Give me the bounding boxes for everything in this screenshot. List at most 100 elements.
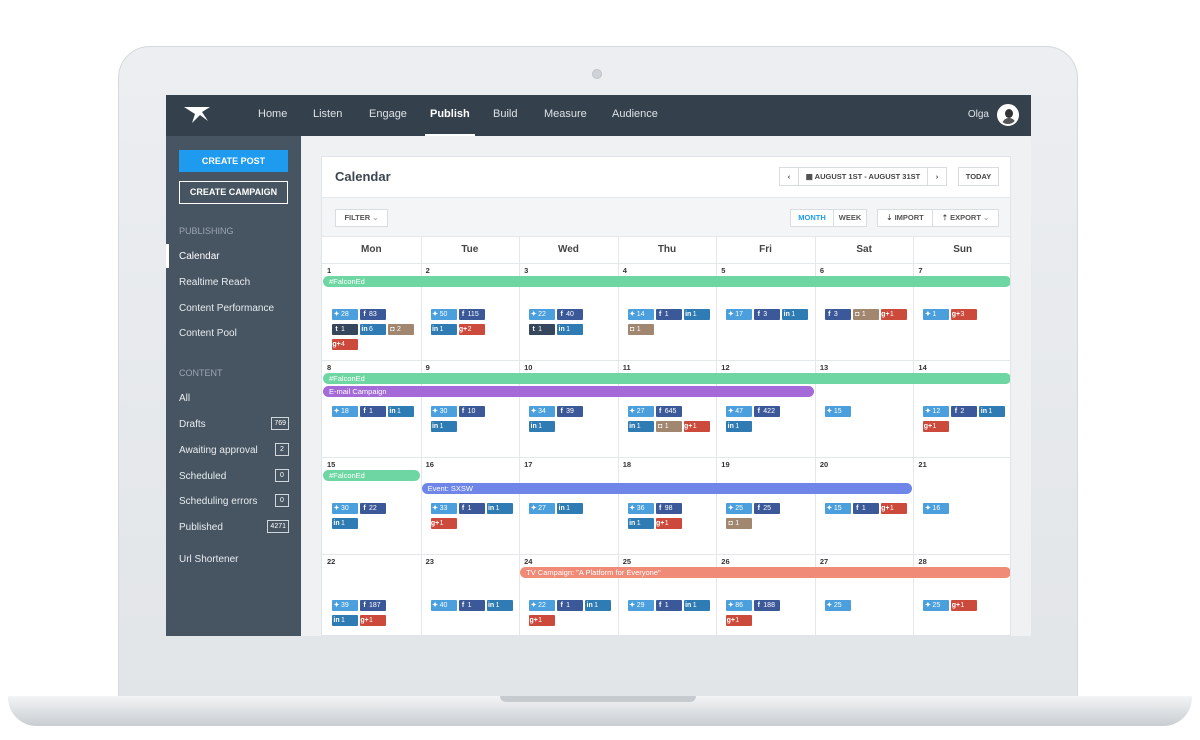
post-count-chip[interactable]: ✦ 25 [923, 600, 950, 611]
post-count-chip[interactable]: g+1 [360, 615, 386, 626]
post-count-chip[interactable]: ✦ 15 [824, 503, 851, 514]
post-count-chip[interactable]: in1 [430, 421, 457, 432]
post-count-chip[interactable]: g+2 [458, 324, 485, 335]
post-count-chip[interactable]: g+4 [332, 339, 358, 350]
sidebar-item-awaiting-approval[interactable]: Awaiting approval 2 [179, 443, 289, 456]
post-count-chip[interactable]: ✦ 15 [824, 406, 851, 417]
post-count-chip[interactable]: g+1 [880, 309, 907, 320]
post-count-chip[interactable]: ✦ 17 [726, 309, 753, 320]
post-count-chip[interactable]: f 25 [754, 503, 781, 514]
sidebar-item-realtime-reach[interactable]: Realtime Reach [179, 277, 251, 288]
post-count-chip[interactable]: ✦ 33 [430, 503, 457, 514]
post-count-chip[interactable]: g+3 [951, 309, 978, 320]
post-count-chip[interactable]: in1 [585, 600, 612, 611]
falcon-logo-icon[interactable] [182, 105, 212, 125]
next-month-button[interactable]: › [927, 167, 947, 186]
campaign-bar[interactable]: #FalconEd [323, 373, 1010, 384]
sidebar-item-url-shortener[interactable]: Url Shortener [179, 554, 239, 565]
post-count-chip[interactable]: f 39 [557, 406, 584, 417]
post-count-chip[interactable]: ✦ 39 [332, 600, 358, 611]
sidebar-item-published[interactable]: Published 4271 [179, 520, 289, 533]
post-count-chip[interactable]: ✦ 28 [332, 309, 358, 320]
nav-home[interactable]: Home [258, 108, 288, 120]
sidebar-item-content-performance[interactable]: Content Performance [179, 303, 275, 314]
post-count-chip[interactable]: ✦ 12 [923, 406, 950, 417]
post-count-chip[interactable]: ✦ 25 [726, 503, 753, 514]
nav-publish[interactable]: Publish [425, 95, 475, 136]
post-count-chip[interactable]: f 115 [458, 309, 485, 320]
post-count-chip[interactable]: ✦ 22 [529, 309, 556, 320]
post-count-chip[interactable]: in1 [332, 615, 358, 626]
post-count-chip[interactable]: in1 [529, 421, 556, 432]
post-count-chip[interactable]: f 10 [458, 406, 485, 417]
post-count-chip[interactable]: ✦ 1 [923, 309, 950, 320]
post-count-chip[interactable]: ✦ 86 [726, 600, 753, 611]
post-count-chip[interactable]: f 645 [655, 406, 682, 417]
post-count-chip[interactable]: g+1 [529, 615, 556, 626]
nav-listen[interactable]: Listen [313, 108, 343, 120]
post-count-chip[interactable]: f 83 [360, 309, 386, 320]
post-count-chip[interactable]: ✦ 27 [627, 406, 654, 417]
post-count-chip[interactable]: ✦ 50 [430, 309, 457, 320]
campaign-bar[interactable]: TV Campaign: "A Platform for Everyone" [520, 567, 1010, 578]
user-name[interactable]: Olga [967, 109, 989, 120]
campaign-bar[interactable]: #FalconEd [323, 276, 1010, 287]
campaign-bar[interactable]: Event: SXSW [421, 483, 913, 494]
post-count-chip[interactable]: g+1 [880, 503, 907, 514]
export-dropdown[interactable]: ⇡ EXPORT ⌄ [932, 209, 999, 227]
post-count-chip[interactable]: in1 [388, 406, 414, 417]
post-count-chip[interactable]: g+1 [683, 421, 710, 432]
post-count-chip[interactable]: ✦ 40 [430, 600, 457, 611]
post-count-chip[interactable]: in1 [683, 309, 710, 320]
filter-dropdown[interactable]: FILTER ⌄ [335, 209, 388, 227]
post-count-chip[interactable]: in1 [979, 406, 1006, 417]
post-count-chip[interactable]: in1 [430, 324, 457, 335]
post-count-chip[interactable]: in1 [557, 503, 584, 514]
campaign-bar[interactable]: #FalconEd [323, 470, 420, 481]
post-count-chip[interactable]: in1 [627, 421, 654, 432]
sidebar-item-drafts[interactable]: Drafts 769 [179, 417, 289, 430]
sidebar-item-calendar[interactable]: Calendar [179, 251, 220, 262]
post-count-chip[interactable]: ✦ 16 [923, 503, 950, 514]
post-count-chip[interactable]: in1 [332, 518, 358, 529]
user-avatar[interactable] [997, 104, 1019, 126]
create-campaign-button[interactable]: CREATE CAMPAIGN [179, 181, 288, 204]
post-count-chip[interactable]: ✦ 30 [332, 503, 358, 514]
sidebar-item-scheduled[interactable]: Scheduled 0 [179, 469, 289, 482]
campaign-bar[interactable]: E-mail Campaign [323, 386, 814, 397]
post-count-chip[interactable]: f 98 [655, 503, 682, 514]
post-count-chip[interactable]: f 187 [360, 600, 386, 611]
post-count-chip[interactable]: in1 [782, 309, 809, 320]
post-count-chip[interactable]: ✦ 47 [726, 406, 753, 417]
post-count-chip[interactable]: ◘ 2 [388, 324, 414, 335]
nav-build[interactable]: Build [493, 108, 518, 120]
month-view-button[interactable]: MONTH [790, 209, 834, 227]
nav-audience[interactable]: Audience [612, 108, 658, 120]
post-count-chip[interactable]: ✦ 30 [430, 406, 457, 417]
post-count-chip[interactable]: in1 [726, 421, 753, 432]
post-count-chip[interactable]: ✦ 14 [627, 309, 654, 320]
import-button[interactable]: ⇣ IMPORT [877, 209, 933, 227]
today-button[interactable]: TODAY [958, 167, 999, 186]
post-count-chip[interactable]: ✦ 34 [529, 406, 556, 417]
post-count-chip[interactable]: g+1 [726, 615, 753, 626]
post-count-chip[interactable]: ✦ 18 [332, 406, 358, 417]
post-count-chip[interactable]: in1 [486, 503, 513, 514]
post-count-chip[interactable]: in1 [486, 600, 513, 611]
post-count-chip[interactable]: ◘ 1 [852, 309, 879, 320]
post-count-chip[interactable]: in6 [360, 324, 386, 335]
post-count-chip[interactable]: g+1 [951, 600, 978, 611]
post-count-chip[interactable]: ✦ 25 [824, 600, 851, 611]
create-post-button[interactable]: CREATE POST [179, 150, 288, 172]
post-count-chip[interactable]: f 422 [754, 406, 781, 417]
post-count-chip[interactable]: ✦ 29 [627, 600, 654, 611]
post-count-chip[interactable]: ◘ 1 [627, 324, 654, 335]
date-range-picker[interactable]: ▦ AUGUST 1ST - AUGUST 31ST [798, 167, 928, 186]
